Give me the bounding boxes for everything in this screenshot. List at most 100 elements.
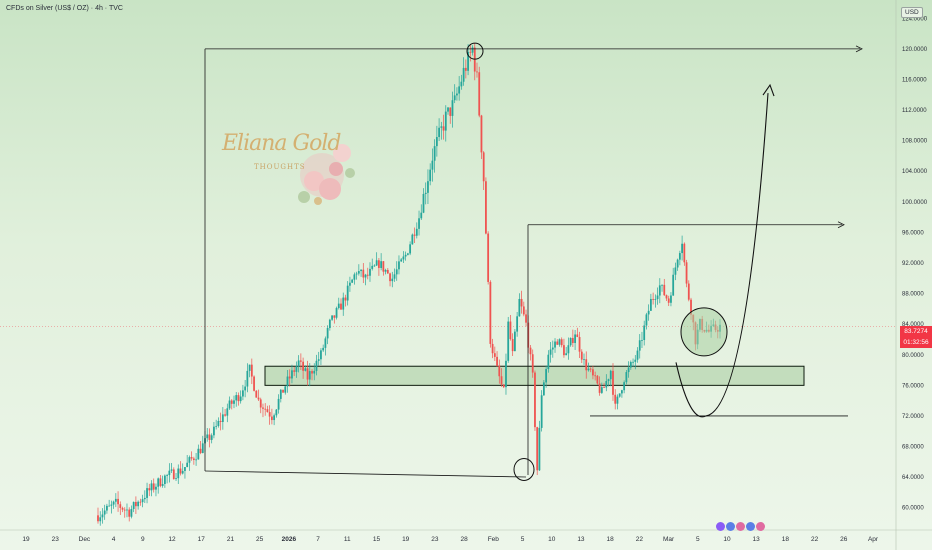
- candle-body: [355, 273, 358, 275]
- x-tick-label: Dec: [79, 536, 91, 543]
- y-tick-label: 96.0000: [902, 230, 924, 236]
- candle-body: [516, 316, 519, 332]
- candle-body: [643, 325, 646, 340]
- candle-body: [268, 412, 271, 417]
- candle-body: [567, 345, 570, 354]
- candle-body: [500, 376, 503, 385]
- candle-body: [257, 397, 260, 400]
- arrow-right-icon: [855, 45, 863, 53]
- candle-body: [132, 501, 135, 510]
- x-tick-label: 10: [723, 536, 731, 543]
- candle-body: [585, 359, 588, 371]
- x-tick-label: 11: [344, 536, 351, 543]
- candle-body: [580, 351, 583, 360]
- flag-event-icon[interactable]: [726, 522, 735, 531]
- candle-body: [480, 115, 483, 153]
- candle-body: [134, 501, 137, 507]
- candle-body: [505, 360, 507, 388]
- candle-body: [248, 364, 251, 371]
- candle-body: [654, 299, 657, 300]
- candle-body: [371, 265, 374, 269]
- flag-event-icon[interactable]: [736, 522, 745, 531]
- x-tick-label: Feb: [488, 536, 500, 543]
- candle-body: [242, 390, 244, 397]
- candle-body: [373, 265, 376, 267]
- y-tick-label: 64.0000: [902, 475, 924, 481]
- candle-body: [117, 498, 119, 505]
- candle-body: [148, 488, 151, 491]
- candle-body: [576, 334, 579, 338]
- lightning-event-icon[interactable]: [716, 522, 725, 531]
- candle-body: [101, 514, 104, 518]
- candle-body: [574, 334, 576, 343]
- candle-body: [106, 505, 108, 511]
- candle-body: [215, 425, 218, 427]
- candle-body: [228, 400, 231, 409]
- candle-body: [103, 510, 106, 515]
- candle-body: [360, 269, 362, 272]
- candle-body: [690, 299, 692, 315]
- candle-body: [554, 341, 556, 348]
- x-tick-label: 21: [227, 536, 235, 543]
- x-tick-label: 5: [521, 536, 525, 543]
- candle-body: [273, 415, 276, 421]
- y-tick-label: 68.0000: [902, 445, 924, 451]
- candle-body: [632, 361, 634, 363]
- candle-body: [413, 234, 416, 236]
- y-tick-label: 76.0000: [902, 383, 924, 389]
- candle-body: [438, 127, 440, 138]
- candle-body: [400, 259, 403, 262]
- candle-body: [389, 273, 391, 282]
- candle-body: [424, 192, 427, 194]
- x-tick-label: 22: [636, 536, 644, 543]
- candle-body: [159, 478, 162, 486]
- candle-body: [518, 298, 521, 317]
- candle-body: [340, 303, 342, 310]
- candle-body: [676, 259, 679, 268]
- candle-body: [166, 475, 169, 476]
- candle-body: [687, 283, 690, 300]
- candle-body: [683, 243, 686, 263]
- candle-body: [119, 504, 122, 508]
- candle-body: [239, 396, 242, 402]
- candle-body: [513, 331, 516, 352]
- y-tick-label: 84.0000: [902, 322, 924, 328]
- arrow-up-icon: [762, 83, 775, 97]
- candle-body: [335, 308, 338, 318]
- candle-body: [665, 295, 668, 299]
- candle-body: [498, 365, 501, 377]
- candle-body: [502, 384, 505, 388]
- candle-body: [279, 389, 282, 399]
- flag-event-icon[interactable]: [746, 522, 755, 531]
- candle-body: [313, 370, 316, 374]
- candle-body: [293, 370, 296, 372]
- candle-body: [224, 414, 226, 416]
- candle-body: [328, 319, 331, 329]
- candle-body: [331, 315, 333, 320]
- candle-body: [143, 497, 146, 500]
- candle-body: [598, 383, 601, 393]
- candle-body: [471, 47, 474, 53]
- currency-button[interactable]: USD: [901, 7, 923, 18]
- candle-body: [168, 470, 171, 476]
- x-tick-label: 25: [256, 536, 264, 543]
- candle-body: [197, 448, 200, 460]
- economic-events[interactable]: [716, 518, 766, 536]
- candle-body: [386, 269, 389, 274]
- flag-event-icon[interactable]: [756, 522, 765, 531]
- candle-body: [658, 285, 661, 296]
- candle-body: [226, 408, 229, 416]
- arrow-right-icon: [837, 221, 845, 229]
- candle-body: [170, 469, 173, 471]
- candle-body: [449, 107, 452, 116]
- candle-body: [337, 303, 340, 309]
- candle-body: [146, 488, 148, 498]
- candle-body: [150, 483, 153, 491]
- candle-body: [406, 253, 409, 255]
- candle-body: [507, 321, 510, 361]
- candle-body: [571, 337, 574, 343]
- candle-body: [277, 398, 280, 410]
- candle-body: [520, 298, 523, 307]
